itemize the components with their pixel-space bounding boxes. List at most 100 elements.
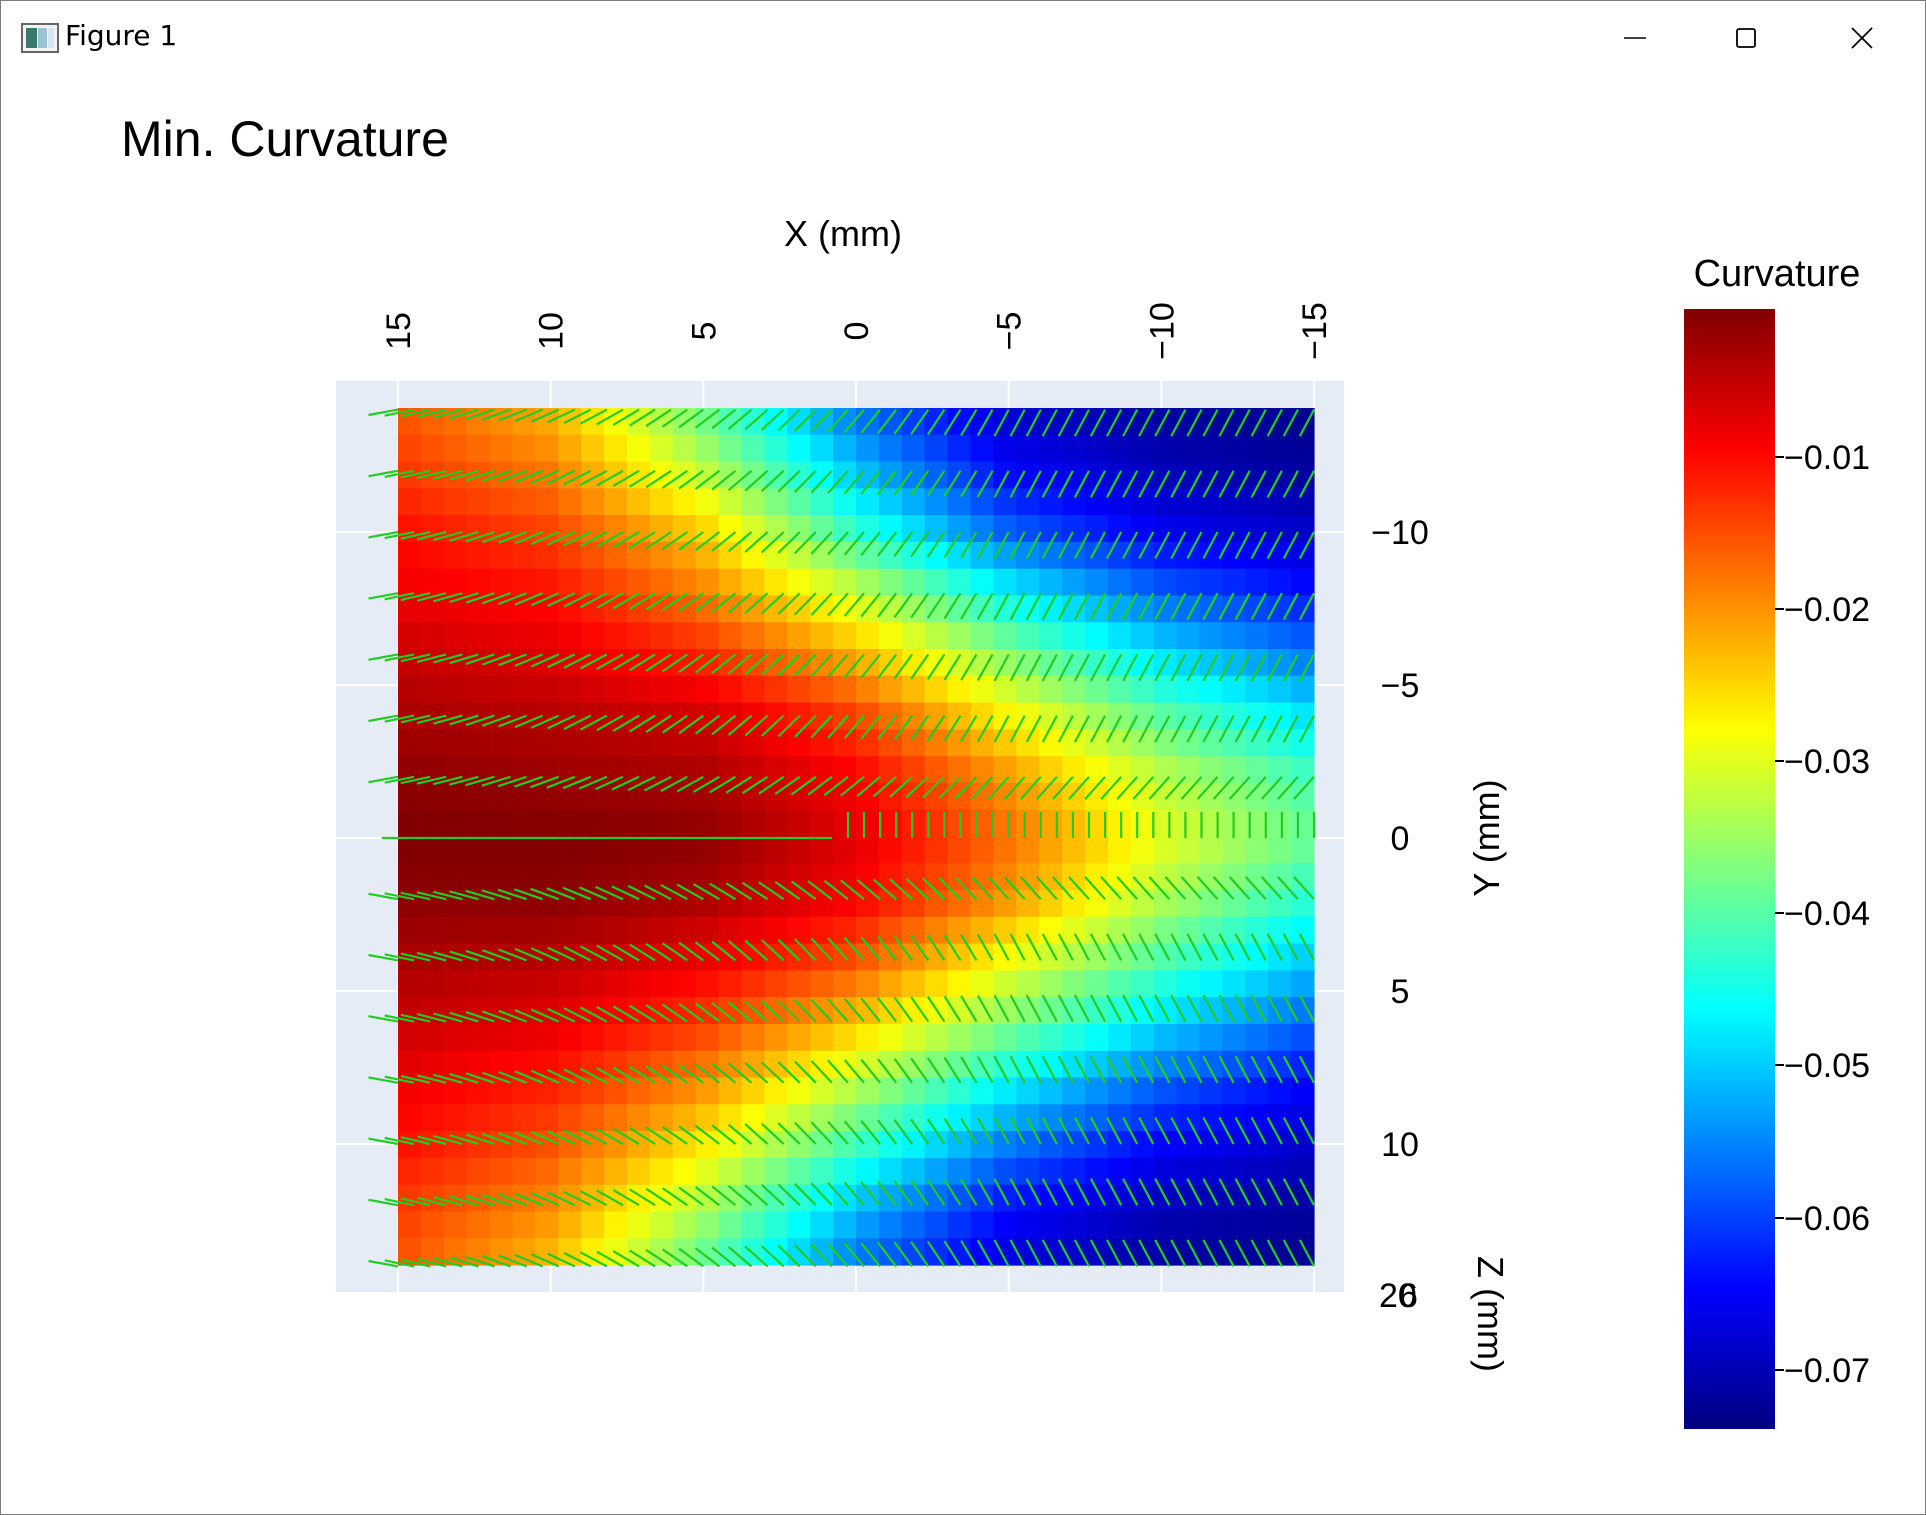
heatmap-cell [1222,1050,1246,1079]
arrow-line [1196,776,1219,800]
arrow-line [1298,1055,1315,1084]
arrow-line [433,951,463,962]
arrow-line [1057,1239,1074,1267]
arrow-line [1122,1239,1139,1267]
heatmap-cell [1176,675,1201,704]
arrow-line [960,531,978,559]
arrow-line [432,775,463,786]
heatmap-cell [718,890,743,918]
arrow-line [1106,1178,1123,1206]
heatmap-cell [878,702,903,730]
heatmap-cell [1039,675,1063,704]
arrow-line [910,470,930,497]
heatmap-cell [1016,809,1040,838]
heatmap-cell [649,488,674,516]
heatmap-cell [1062,622,1086,650]
arrow-line [660,884,688,901]
heatmap-cell [947,488,972,516]
heatmap-cell [901,1157,926,1186]
arrow-line [860,997,881,1023]
arrow-line [1057,470,1074,498]
heatmap-cell [649,809,674,838]
heatmap-cell [764,408,788,436]
heatmap-cell [970,836,994,864]
heatmap-cell [581,675,605,704]
arrow-line [760,714,785,737]
heatmap-cell [947,434,972,463]
heatmap-cell [581,568,605,597]
minimize-button[interactable] [1580,9,1690,67]
heatmap-cell [581,702,605,730]
arrow-line [1154,409,1171,437]
arrow-line [1202,1116,1219,1145]
arrow-line [1138,1055,1155,1084]
heatmap-cell [970,890,994,918]
heatmap-cell [901,1024,926,1052]
heatmap-cell [466,1157,491,1186]
arrow-line [1122,409,1139,437]
arrow-line [676,775,704,793]
heatmap-cell [489,809,514,838]
arrow-line [498,1193,527,1207]
title-bar[interactable]: Figure 1 [1,1,1925,75]
arrow-line [384,892,415,901]
heatmap-cell [443,622,468,650]
arrow-line [943,1056,962,1084]
arrow-line [400,714,431,724]
x-axis-label: X (mm) [784,213,902,254]
arrow-line [1073,933,1090,961]
arrow-line [627,884,656,901]
arrow-line [661,408,688,428]
heatmap-cell [741,1104,765,1132]
heatmap-cell [1245,890,1269,918]
heatmap-cell [489,1050,514,1079]
heatmap-cell [1107,809,1132,838]
heatmap-cell [398,943,422,971]
heatmap-cell [764,488,788,516]
arrow-line [530,592,560,607]
heatmap-cell [1176,1184,1201,1213]
arrow-line [596,1067,624,1084]
heatmap-cell [924,702,949,730]
colorbar [1684,309,1775,1429]
arrow-line [1089,653,1107,682]
arrow-line [1202,409,1219,437]
heatmap-cell [947,970,972,998]
heatmap-cell [1039,622,1063,650]
arrow-line [433,469,463,480]
close-button[interactable] [1807,9,1917,67]
heatmap-cell [1130,836,1155,864]
arrow-line [547,408,576,424]
heatmap-cell [558,675,582,704]
arrow-line [1202,1055,1219,1084]
heatmap-cell [970,729,994,757]
heatmap-cell [627,729,651,757]
heatmap-cell [1222,434,1246,463]
arrow-line [416,775,447,785]
maximize-button[interactable] [1691,9,1801,67]
arrow-line [971,876,994,900]
heatmap-cell [466,675,491,704]
arrow-line [645,653,672,672]
heatmap-cell [581,782,605,811]
arrow-line [400,1197,431,1207]
heatmap-cell [695,488,720,516]
heatmap-cell [672,461,697,489]
arrow-line [774,775,801,795]
arrow-line [694,714,721,735]
arrow-line [1089,1116,1107,1145]
heatmap-cell [420,970,445,998]
arrow-line [1106,592,1123,621]
heatmap-cell [924,943,949,971]
arrow-line [711,1001,737,1023]
arrow-line [400,1013,431,1023]
heatmap-cell [512,488,536,516]
arrow-line [612,944,640,962]
arrow-line [416,469,447,480]
arrow-line [877,714,898,741]
heatmap-cell [1062,1184,1086,1213]
heatmap-cell [649,568,674,597]
heatmap-cell [1085,943,1109,971]
heatmap-cell [741,649,765,677]
